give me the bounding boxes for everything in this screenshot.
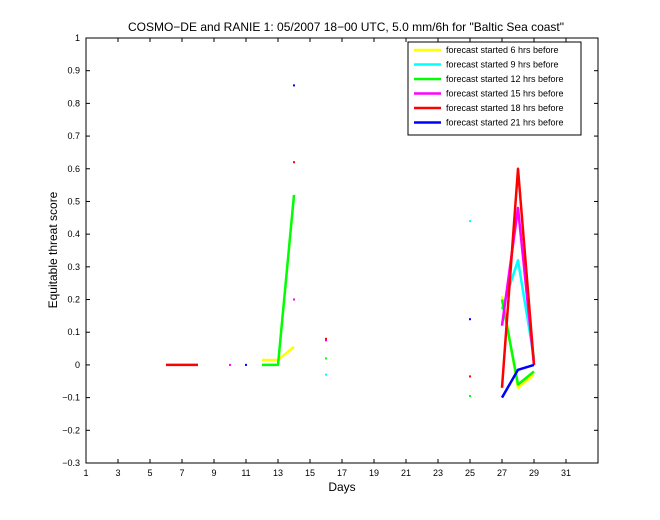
y-tick-label: 0.2 [67, 295, 80, 305]
x-tick-label: 21 [401, 468, 411, 478]
x-tick-label: 25 [465, 468, 475, 478]
data-point [325, 373, 327, 376]
x-tick-label: 7 [179, 468, 184, 478]
series-6 [245, 84, 535, 399]
legend-box [407, 41, 582, 136]
data-point [469, 375, 471, 378]
x-tick-label: 13 [273, 468, 283, 478]
x-tick-label: 31 [561, 468, 571, 478]
y-tick-label: 0.6 [67, 164, 80, 174]
x-tick-label: 3 [115, 468, 120, 478]
x-tick-label: 29 [529, 468, 539, 478]
legend-item: forecast started 21 hrs before [414, 118, 564, 128]
y-axis-title: Equitable threat score [46, 191, 60, 308]
y-tick-label: 0.3 [67, 262, 80, 272]
y-tick-label: 0.4 [67, 229, 80, 239]
legend-item: forecast started 6 hrs before [414, 45, 559, 55]
legend-item: forecast started 12 hrs before [414, 74, 564, 84]
x-tick-label: 9 [211, 468, 216, 478]
data-point [293, 298, 295, 301]
legend-item: forecast started 15 hrs before [414, 89, 564, 99]
legend-label: forecast started 18 hrs before [446, 103, 564, 113]
x-tick-label: 23 [433, 468, 443, 478]
series-line [262, 194, 296, 367]
axis-ticks: 1 3 5 7 9 11 13 15 17 19 21 23 25 27 29 31−0.3−0.2−0.10… [62, 33, 598, 478]
data-point [325, 357, 327, 360]
x-tick-label: 11 [241, 468, 250, 478]
x-tick-label: 1 [83, 468, 88, 478]
data-point [325, 339, 327, 342]
y-tick-label: −0.1 [62, 393, 80, 403]
data-point [469, 318, 471, 321]
data-point [293, 161, 295, 164]
data-point [469, 220, 471, 223]
x-tick-label: 5 [147, 468, 152, 478]
y-tick-label: 0.5 [67, 196, 80, 206]
y-tick-label: 0.8 [67, 98, 80, 108]
series-5 [166, 161, 536, 388]
data-point [245, 363, 247, 366]
y-tick-label: 0.9 [67, 66, 80, 76]
x-tick-label: 27 [497, 468, 507, 478]
legend-item: forecast started 18 hrs before [414, 103, 564, 113]
y-tick-label: 1 [75, 33, 80, 43]
x-tick-label: 19 [369, 468, 379, 478]
y-tick-label: 0.1 [67, 327, 80, 337]
y-tick-label: 0.7 [67, 131, 80, 141]
legend-label: forecast started 6 hrs before [446, 45, 559, 55]
legend-label: forecast started 9 hrs before [446, 60, 559, 70]
data-point [469, 395, 471, 397]
y-tick-label: −0.3 [62, 458, 80, 468]
data-point [325, 337, 327, 340]
y-tick-label: −0.2 [62, 425, 80, 435]
x-axis-title: Days [328, 480, 355, 494]
series-layer [166, 84, 536, 399]
y-tick-label: 0 [75, 360, 80, 370]
data-point [229, 363, 231, 366]
chart-title: COSMO−DE and RANIE 1: 05/2007 18−00 UTC,… [128, 20, 564, 34]
legend: forecast started 6 hrs before forecast st… [407, 41, 582, 136]
legend-label: forecast started 12 hrs before [446, 74, 564, 84]
legend-label: forecast started 21 hrs before [446, 118, 564, 128]
legend-label: forecast started 15 hrs before [446, 89, 564, 99]
data-point [293, 84, 295, 87]
series-line [500, 167, 536, 388]
legend-item: forecast started 9 hrs before [414, 60, 559, 70]
series-line [500, 363, 535, 399]
x-tick-label: 17 [337, 468, 347, 478]
x-tick-label: 15 [305, 468, 315, 478]
